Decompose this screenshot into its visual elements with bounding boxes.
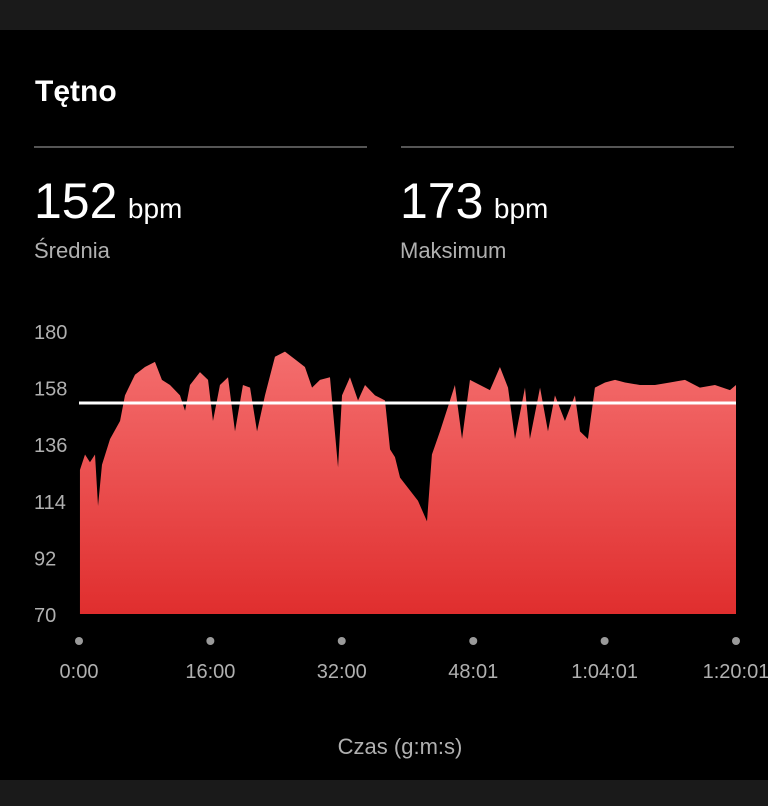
stat-unit: bpm bbox=[494, 193, 548, 224]
x-tick-dot bbox=[469, 637, 478, 645]
card-title: Tętno bbox=[35, 75, 117, 108]
y-tick-label: 158 bbox=[34, 379, 67, 401]
y-tick-label: 136 bbox=[34, 435, 67, 457]
y-tick-label: 92 bbox=[34, 548, 56, 570]
y-tick-label: 180 bbox=[34, 322, 67, 344]
x-tick-label: 48:01 bbox=[448, 661, 498, 683]
stat-number: 173 bbox=[400, 173, 483, 229]
y-tick-label: 70 bbox=[34, 605, 56, 627]
x-tick-dot bbox=[600, 637, 609, 645]
stat-number: 152 bbox=[34, 173, 117, 229]
x-tick-label: 1:20:01 bbox=[703, 661, 768, 683]
x-tick-dot bbox=[732, 637, 740, 645]
x-tick-dot bbox=[206, 637, 215, 645]
stat-label: Średnia bbox=[34, 238, 111, 263]
stat-unit: bpm bbox=[128, 193, 182, 224]
x-tick-label: 0:00 bbox=[60, 661, 99, 683]
stat-label: Maksimum bbox=[400, 238, 506, 263]
x-tick-label: 32:00 bbox=[317, 661, 367, 683]
y-tick-label: 114 bbox=[34, 492, 66, 514]
x-tick-dot bbox=[75, 637, 83, 645]
heart-rate-area bbox=[79, 351, 736, 614]
x-axis-label: Czas (g:m:s) bbox=[338, 734, 463, 759]
x-tick-label: 1:04:01 bbox=[571, 661, 638, 683]
x-tick-dot bbox=[337, 637, 346, 645]
stat-value: 152 bpm bbox=[34, 173, 182, 229]
top-bar bbox=[0, 0, 768, 30]
x-tick-label: 16:00 bbox=[185, 661, 235, 683]
stat-value: 173 bpm bbox=[400, 173, 548, 229]
bottom-bar bbox=[0, 780, 768, 806]
